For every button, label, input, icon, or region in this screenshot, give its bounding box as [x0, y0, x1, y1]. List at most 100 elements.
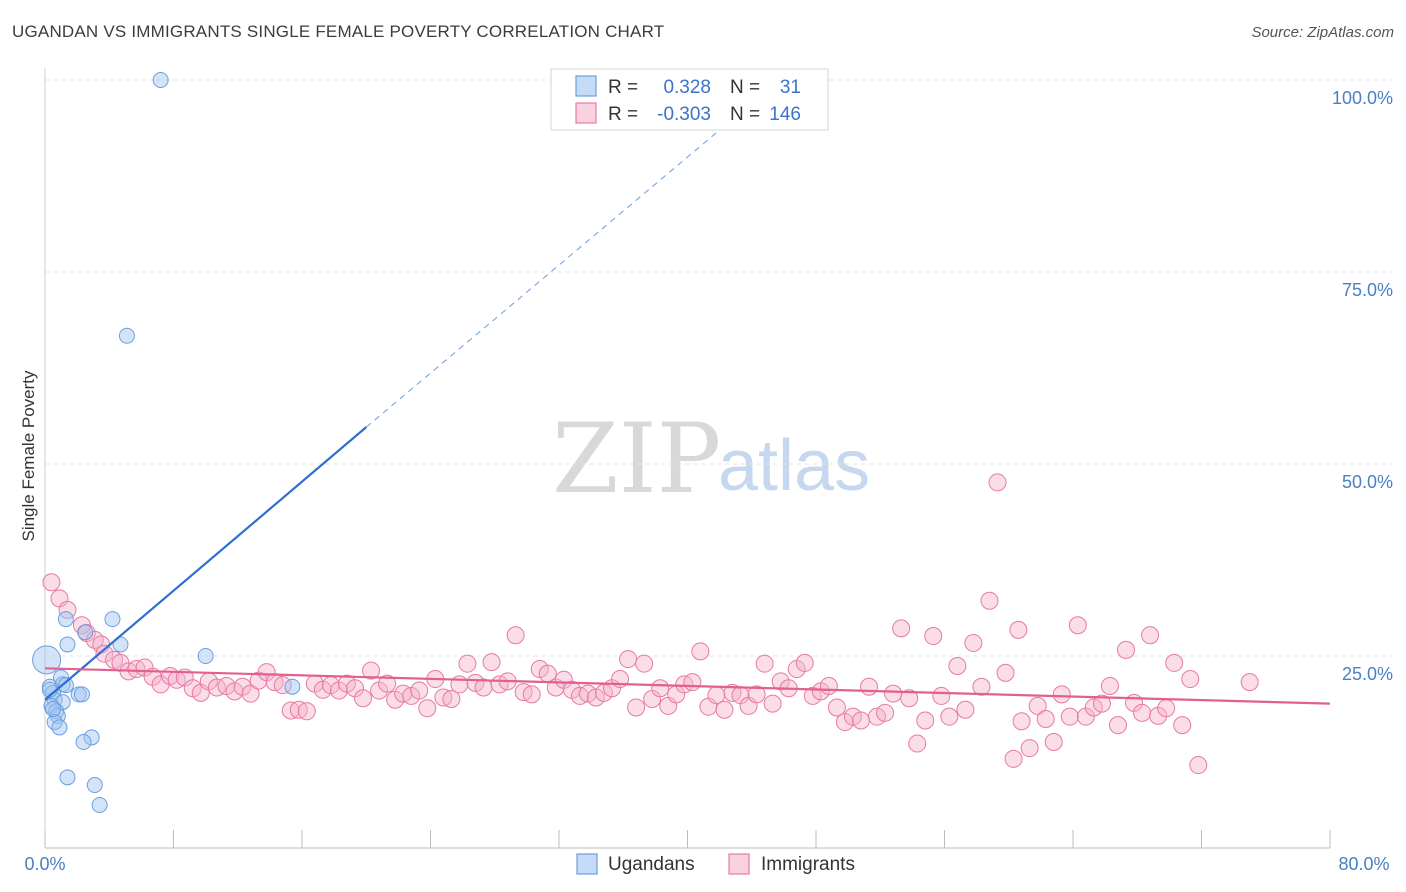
y-tick-label: 75.0%: [1342, 280, 1393, 300]
ugandans-points: [32, 72, 301, 813]
ugandans-point: [77, 624, 94, 641]
immigrants-point: [207, 678, 226, 697]
immigrants-point: [795, 653, 814, 672]
immigrants-point: [1173, 716, 1192, 735]
ugandans-point: [57, 611, 74, 628]
immigrants-point: [1036, 709, 1055, 728]
y-tick-label: 100.0%: [1332, 88, 1393, 108]
immigrants-point: [1020, 739, 1039, 758]
immigrants-point: [297, 702, 316, 721]
legend-r-label-1: R =: [608, 77, 638, 98]
ugandans-point: [83, 729, 100, 746]
immigrants-point: [1044, 733, 1063, 752]
immigrants-point: [1117, 640, 1136, 659]
y-axis-labels: 25.0% 50.0% 75.0% 100.0%: [1332, 88, 1393, 684]
legend-n-label-2: N =: [730, 104, 760, 125]
immigrants-point: [418, 699, 437, 718]
immigrants-point: [627, 698, 646, 717]
legend-swatch-immigrants: [575, 102, 597, 124]
immigrants-point: [819, 676, 838, 695]
bottom-legend-ugandans: Ugandans: [608, 854, 695, 875]
immigrants-point: [1092, 694, 1111, 713]
ugandans-point: [57, 677, 74, 694]
immigrants-point: [506, 626, 525, 645]
bottom-legend-swatch-immigrants: [728, 853, 750, 875]
watermark-atlas: atlas: [718, 426, 870, 506]
ugandans-trendline-extension: [365, 102, 753, 428]
ugandans-point: [73, 686, 90, 703]
immigrants-point: [908, 734, 927, 753]
y-tick-label: 50.0%: [1342, 472, 1393, 492]
immigrants-trendline: [44, 667, 1331, 705]
immigrants-point: [1100, 676, 1119, 695]
immigrants-point: [860, 677, 879, 696]
gridlines: [45, 79, 1392, 657]
immigrants-point: [1165, 653, 1184, 672]
immigrants-point: [892, 619, 911, 638]
immigrants-point: [1068, 616, 1087, 635]
immigrants-point: [827, 698, 846, 717]
immigrants-point: [1004, 749, 1023, 768]
ugandans-point: [59, 636, 76, 653]
ugandans-point: [104, 611, 121, 628]
immigrants-point: [988, 473, 1007, 492]
ugandans-trendline: [44, 426, 367, 701]
immigrants-point: [876, 703, 895, 722]
immigrants-point: [747, 685, 766, 704]
immigrants-point: [442, 690, 461, 709]
immigrants-point: [354, 689, 373, 708]
immigrants-point: [42, 573, 61, 592]
legend-n-value-1: 31: [780, 77, 801, 98]
ugandans-point: [152, 72, 169, 88]
immigrants-point: [1108, 716, 1127, 735]
immigrants-point: [1009, 620, 1028, 639]
immigrants-point: [1052, 685, 1071, 704]
immigrants-point: [458, 654, 477, 673]
immigrants-point: [900, 689, 919, 708]
immigrants-point: [972, 677, 991, 696]
immigrants-point: [378, 674, 397, 693]
bottom-legend-immigrants: Immigrants: [761, 854, 855, 875]
immigrants-point: [691, 642, 710, 661]
ugandans-point: [45, 700, 62, 717]
immigrants-point: [482, 653, 501, 672]
ugandans-point: [86, 777, 103, 794]
ugandans-point: [51, 719, 68, 736]
x-tick-label-min: 0.0%: [24, 854, 65, 874]
immigrants-point: [635, 654, 654, 673]
legend-swatch-ugandans: [575, 75, 597, 97]
chart-title: UGANDAN VS IMMIGRANTS SINGLE FEMALE POVE…: [12, 22, 665, 41]
immigrants-point: [1028, 696, 1047, 715]
immigrants-point: [95, 644, 114, 663]
source-label: Source: ZipAtlas.com: [1251, 24, 1394, 41]
y-tick-label: 25.0%: [1342, 664, 1393, 684]
immigrants-point: [851, 711, 870, 730]
immigrants-point: [755, 654, 774, 673]
immigrants-point: [996, 663, 1015, 682]
trendlines: [44, 102, 1331, 705]
legend-r-label-2: R =: [608, 104, 638, 125]
immigrants-point: [940, 707, 959, 726]
immigrants-point: [1141, 626, 1160, 645]
immigrants-point: [619, 650, 638, 669]
ugandans-point: [284, 678, 301, 695]
immigrants-point: [1157, 699, 1176, 718]
watermark-zip: ZIP: [552, 403, 721, 515]
immigrants-point: [964, 633, 983, 652]
immigrants-point: [916, 711, 935, 730]
immigrants-point: [1181, 670, 1200, 689]
ugandans-point: [59, 769, 76, 786]
bottom-legend: Ugandans Immigrants: [576, 853, 855, 875]
immigrants-point: [1012, 712, 1031, 731]
immigrants-point: [1240, 673, 1259, 692]
immigrants-point: [932, 686, 951, 705]
ugandans-point: [118, 327, 135, 344]
immigrants-point: [241, 684, 260, 703]
ugandans-point: [75, 734, 92, 751]
ugandans-point: [32, 645, 62, 675]
legend-n-value-2: 146: [769, 104, 801, 125]
immigrants-point: [1189, 756, 1208, 775]
immigrants-point: [1060, 707, 1079, 726]
immigrants-point: [651, 679, 670, 698]
